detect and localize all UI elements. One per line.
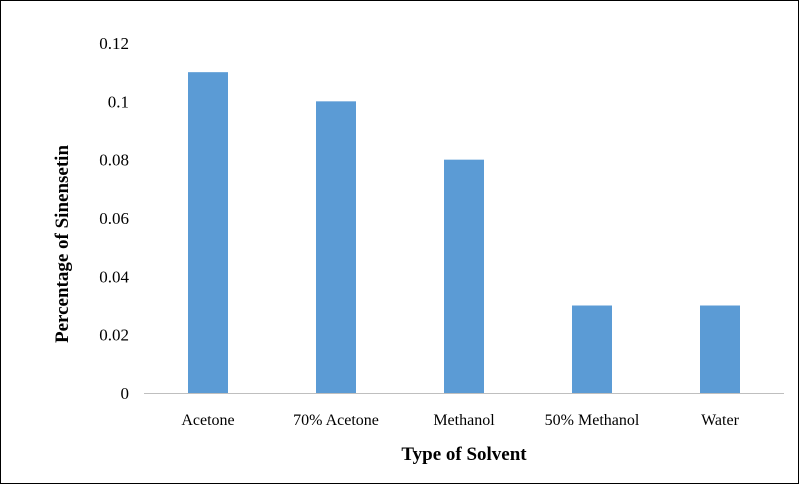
bars-group <box>188 72 740 394</box>
y-tick-label: 0.1 <box>108 92 129 111</box>
x-axis-labels: Acetone 70% Acetone Methanol 50% Methanol Wa… <box>181 412 739 429</box>
bar-70-acetone <box>316 101 356 393</box>
y-tick-label: 0 <box>121 384 130 403</box>
y-tick-label: 0.02 <box>99 326 129 345</box>
y-axis-ticks: 0 0.02 0.04 0.06 0.08 0.1 0.12 <box>99 34 129 403</box>
x-tick-label: Water <box>701 412 739 429</box>
y-tick-label: 0.12 <box>99 34 129 53</box>
x-tick-label: 50% Methanol <box>545 412 640 429</box>
x-axis-title: Type of Solvent <box>401 444 527 465</box>
y-tick-label: 0.06 <box>99 209 129 228</box>
x-tick-label: Acetone <box>181 412 234 429</box>
y-tick-label: 0.08 <box>99 151 129 170</box>
x-tick-label: 70% Acetone <box>293 412 379 429</box>
x-tick-label: Methanol <box>433 412 495 429</box>
y-axis-title: Percentage of Sinensetin <box>52 145 73 343</box>
y-tick-label: 0.04 <box>99 267 129 286</box>
bar-methanol <box>444 159 484 393</box>
bar-acetone <box>188 72 228 394</box>
bar-water <box>700 305 740 393</box>
bar-50-methanol <box>572 305 612 393</box>
